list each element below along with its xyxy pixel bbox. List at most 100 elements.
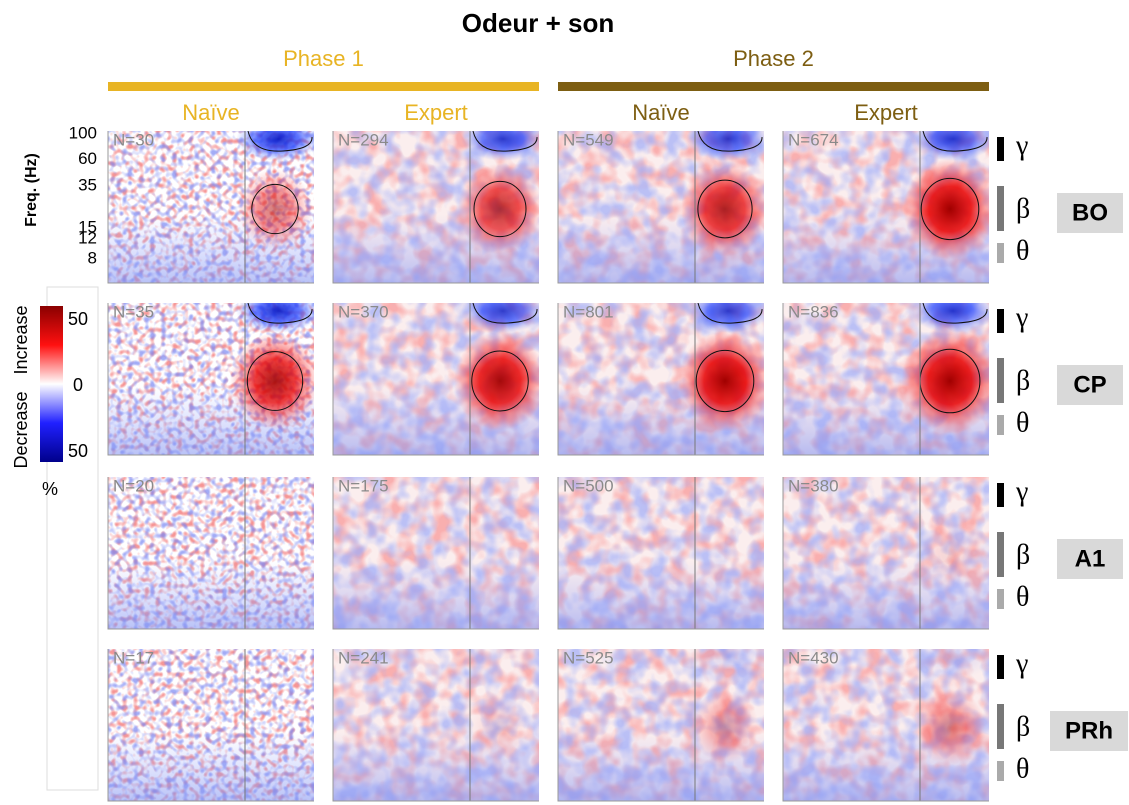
beta-blob — [237, 168, 313, 250]
axes — [557, 131, 764, 284]
phase-bar — [108, 82, 539, 91]
contour — [247, 131, 313, 152]
freq-tick-label: 100 — [69, 123, 97, 142]
region-box — [1057, 539, 1123, 579]
spectrogram-image — [558, 131, 764, 283]
count-label: N=430 — [788, 648, 839, 667]
figure-title: Odeur + son — [462, 8, 614, 38]
spectrogram: N=500 — [557, 476, 764, 630]
y-axis-label: Freq. (Hz) — [23, 153, 40, 227]
spectrogram-image — [783, 131, 989, 283]
gamma-blob — [686, 131, 764, 161]
column-label: Expert — [404, 100, 468, 125]
band-marker — [997, 761, 1004, 781]
band-marker — [997, 589, 1004, 609]
spectrogram-image — [108, 303, 314, 455]
band-marker — [997, 532, 1004, 577]
band-marker — [997, 704, 1004, 749]
region-label: BO — [1072, 199, 1108, 226]
band-marker — [997, 655, 1004, 679]
beta-blob — [680, 161, 764, 257]
count-label: N=30 — [113, 130, 154, 149]
spectrogram: N=175 — [332, 476, 539, 630]
axes — [782, 303, 989, 456]
colorbar-tick-label: 0 — [73, 375, 83, 395]
axes — [332, 303, 539, 456]
colorbar-tick-label: 50 — [68, 309, 88, 329]
contour — [697, 303, 763, 324]
column-label: Naïve — [632, 100, 689, 125]
band-label: β — [1016, 539, 1030, 570]
axes — [557, 649, 764, 802]
axes — [107, 303, 314, 456]
axes — [782, 131, 989, 284]
gamma-blob — [911, 131, 989, 161]
axes — [782, 649, 989, 802]
spectrogram-image — [783, 303, 989, 455]
axes — [107, 477, 314, 630]
panels: Phase 1 Naïve Expert Phase 2 Naïve Expert 100 6… — [68, 46, 1128, 802]
axes — [557, 303, 764, 456]
gamma-blob — [911, 649, 989, 679]
band-marker — [997, 358, 1004, 403]
colorbar — [40, 306, 63, 462]
band-label: θ — [1016, 753, 1029, 784]
beta-blob — [690, 690, 760, 764]
count-label: N=836 — [788, 302, 839, 321]
contour — [471, 350, 529, 412]
spectrogram-image — [108, 649, 314, 801]
band-label: β — [1016, 193, 1030, 224]
spectrogram: N=35 — [107, 302, 314, 456]
count-label: N=525 — [563, 648, 614, 667]
contour — [251, 183, 299, 235]
contour — [697, 179, 753, 239]
axes — [332, 131, 539, 284]
beta-blob — [457, 163, 539, 255]
count-label: N=801 — [563, 302, 614, 321]
contour — [472, 303, 538, 324]
contour — [920, 177, 980, 241]
beta-blob — [454, 331, 539, 431]
count-label: N=380 — [788, 476, 839, 495]
region-box — [1057, 193, 1123, 233]
beta-blob — [469, 694, 531, 760]
region-label: PRh — [1065, 717, 1113, 744]
band-label: γ — [1015, 648, 1028, 679]
band-label: β — [1016, 365, 1030, 396]
spectrogram-image — [108, 131, 314, 283]
spectrogram-image — [558, 303, 764, 455]
low-band — [558, 560, 764, 629]
gamma-blob — [461, 131, 539, 161]
count-label: N=35 — [113, 302, 154, 321]
spectrogram: N=241 — [332, 648, 539, 802]
contour — [695, 349, 755, 413]
contour — [247, 303, 313, 324]
beta-blob — [914, 688, 986, 766]
beta-blob — [919, 522, 981, 588]
band-label: θ — [1016, 407, 1029, 438]
phase-bar — [558, 82, 989, 91]
gamma-blob — [236, 131, 314, 161]
spectrogram-image — [783, 649, 989, 801]
count-label: N=294 — [338, 130, 389, 149]
axes — [557, 477, 764, 630]
count-label: N=549 — [563, 130, 614, 149]
count-label: N=17 — [113, 648, 154, 667]
band-label: θ — [1016, 235, 1029, 266]
spectrogram-image — [558, 477, 764, 629]
spectrogram: N=30 — [107, 130, 314, 284]
count-label: N=241 — [338, 648, 389, 667]
axes — [332, 477, 539, 630]
band-label: γ — [1015, 476, 1028, 507]
gamma-blob — [461, 303, 539, 333]
axes — [107, 131, 314, 284]
region-label: A1 — [1075, 545, 1106, 572]
contour — [697, 131, 763, 152]
region-label: CP — [1073, 371, 1106, 398]
region-box — [1050, 711, 1128, 751]
phase-label: Phase 2 — [733, 46, 814, 71]
gamma-blob — [686, 303, 764, 333]
freq-tick-label: 12 — [78, 228, 97, 247]
colorbar-increase: Increase — [11, 305, 31, 374]
